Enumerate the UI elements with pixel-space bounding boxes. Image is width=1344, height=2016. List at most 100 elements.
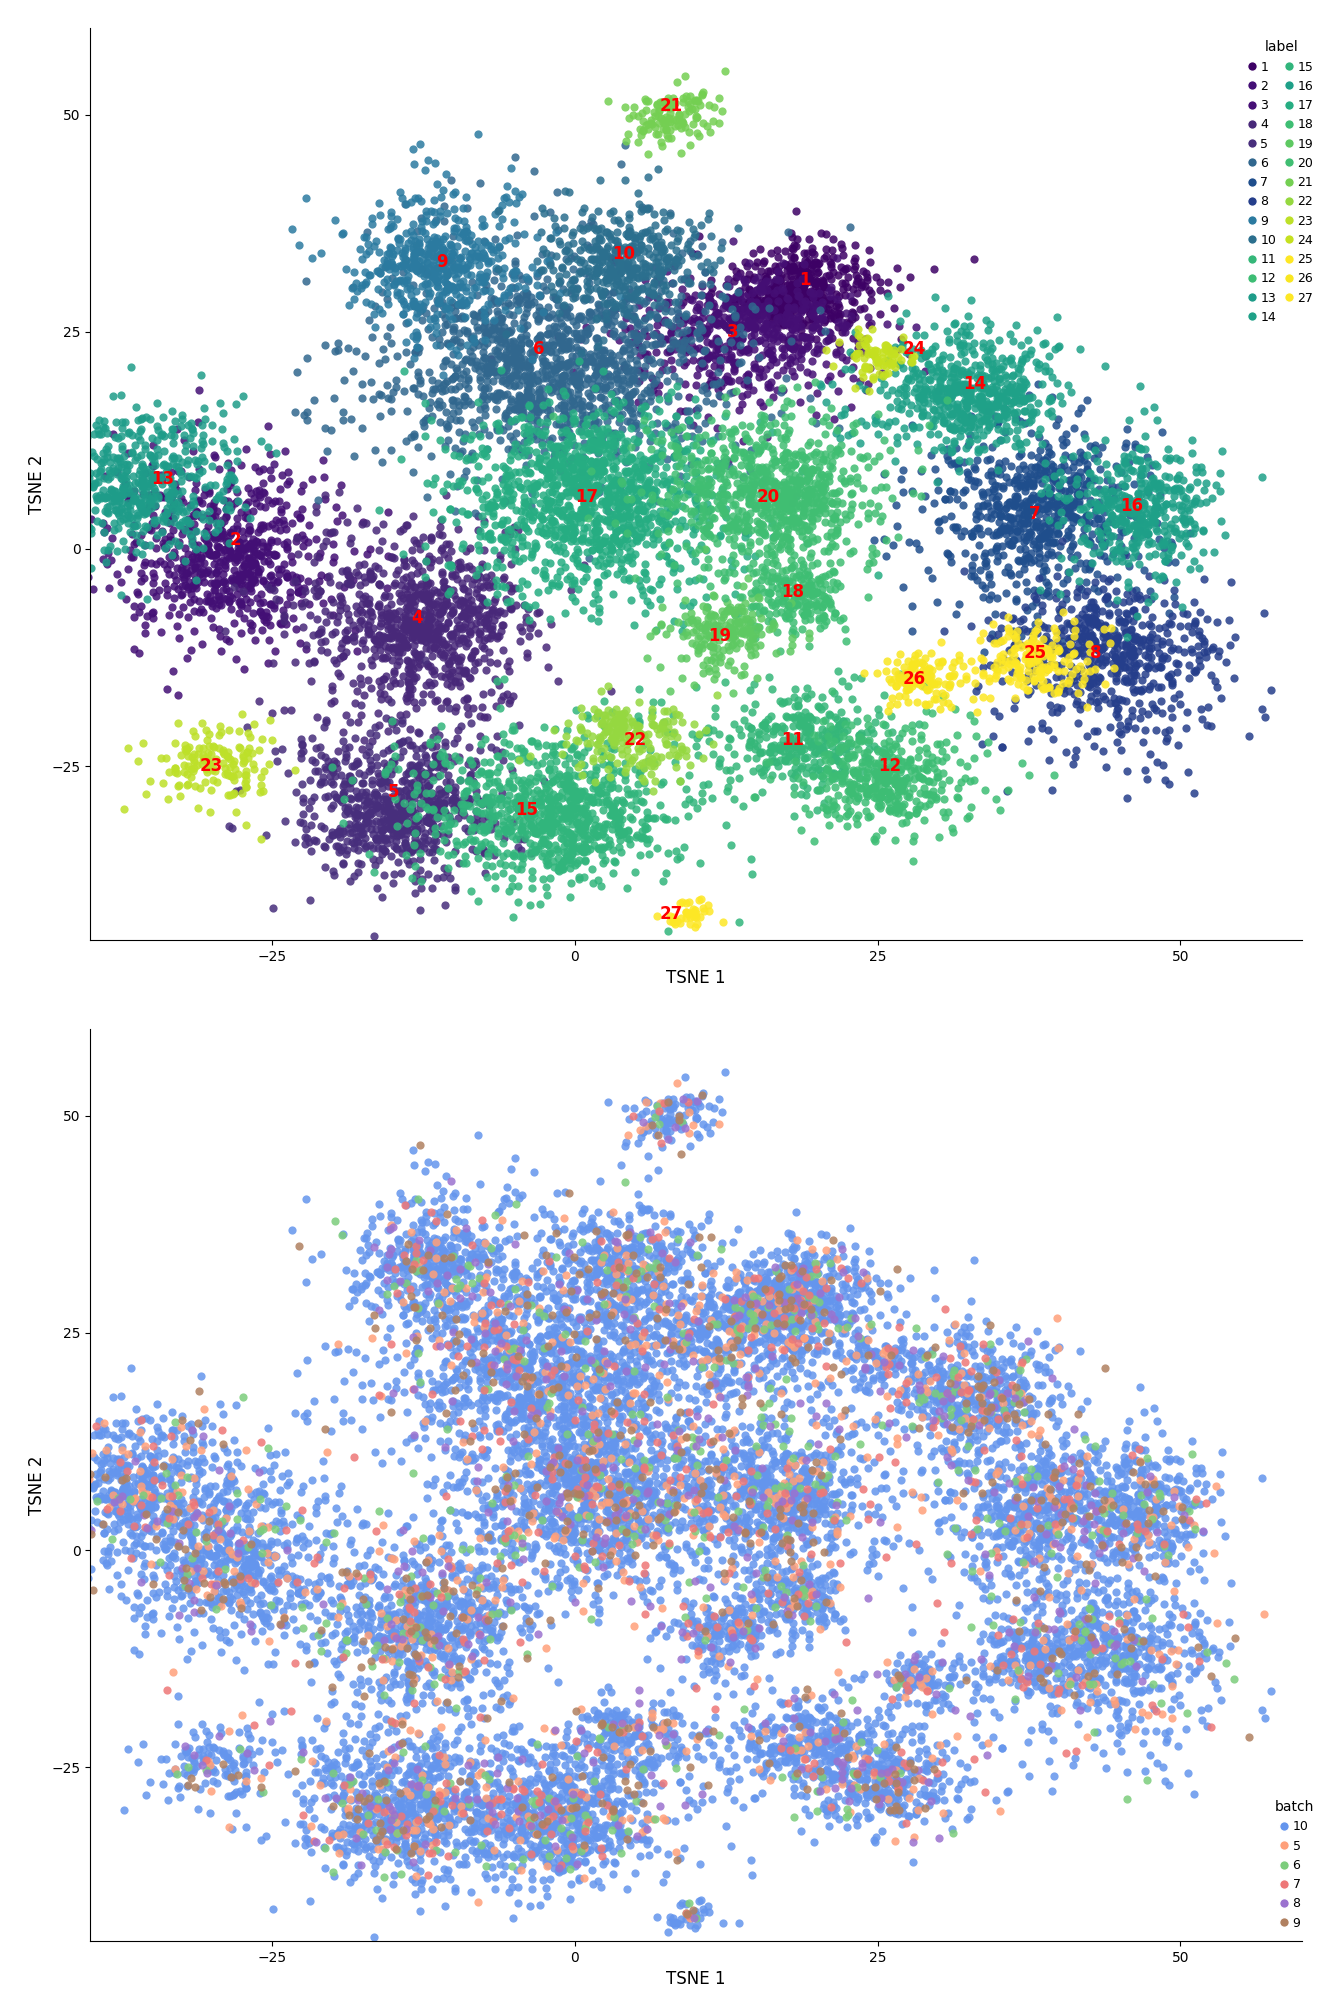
10 (765, 1518, 786, 1550)
Point (724, 429, 746, 462)
10 (778, 1587, 800, 1619)
Point (1113, 639, 1134, 671)
Point (911, 669, 933, 702)
Point (454, 381, 476, 413)
Point (741, 460, 762, 492)
10 (1128, 1687, 1149, 1720)
10 (708, 1304, 730, 1337)
10 (991, 1732, 1012, 1764)
Point (1078, 458, 1099, 490)
10 (602, 1423, 624, 1456)
Point (441, 655, 462, 687)
Point (771, 331, 793, 363)
10 (727, 1278, 749, 1310)
Point (942, 659, 964, 691)
10 (839, 1724, 860, 1756)
Point (696, 716, 718, 748)
Point (843, 272, 864, 304)
10 (785, 1482, 806, 1514)
10 (103, 1484, 125, 1516)
10 (508, 1349, 530, 1381)
10 (164, 1526, 185, 1558)
Point (536, 879, 558, 911)
Point (569, 833, 590, 865)
Point (327, 607, 348, 639)
5 (601, 1798, 622, 1831)
Point (551, 800, 573, 833)
Point (1111, 504, 1133, 536)
Point (431, 349, 453, 381)
Point (767, 284, 789, 317)
Point (261, 524, 282, 556)
6 (504, 1518, 526, 1550)
Point (595, 494, 617, 526)
10 (902, 1665, 923, 1697)
5 (374, 1643, 395, 1675)
10 (1034, 1460, 1055, 1492)
Point (515, 381, 536, 413)
10 (593, 1732, 614, 1764)
10 (739, 1554, 761, 1587)
Point (860, 742, 882, 774)
Point (946, 325, 968, 357)
10 (1133, 1673, 1154, 1706)
Point (605, 480, 626, 512)
Point (77, 560, 98, 593)
Point (855, 256, 876, 288)
10 (656, 1857, 677, 1889)
Point (153, 480, 175, 512)
9 (499, 1486, 520, 1518)
Point (781, 544, 802, 577)
10 (1129, 1627, 1150, 1659)
Point (793, 496, 814, 528)
10 (934, 1802, 956, 1835)
10 (1161, 1488, 1183, 1520)
Point (812, 266, 833, 298)
Point (480, 808, 501, 841)
5 (758, 1280, 780, 1312)
Point (585, 405, 606, 437)
Point (559, 407, 581, 439)
Point (1047, 510, 1068, 542)
10 (714, 1302, 735, 1335)
10 (914, 1780, 935, 1812)
Point (343, 282, 364, 314)
Point (415, 613, 437, 645)
Point (656, 292, 677, 325)
Point (218, 460, 239, 492)
Point (468, 558, 489, 591)
Point (1025, 599, 1047, 631)
Point (1130, 502, 1152, 534)
Point (758, 474, 780, 506)
7 (774, 1486, 796, 1518)
10 (352, 1589, 374, 1621)
Point (289, 806, 310, 839)
10 (444, 1794, 465, 1826)
Point (747, 260, 769, 292)
10 (821, 1722, 843, 1754)
Point (239, 607, 261, 639)
10 (950, 1369, 972, 1401)
Point (406, 641, 427, 673)
10 (487, 1385, 508, 1417)
10 (704, 1702, 726, 1734)
Point (1009, 437, 1031, 470)
10 (523, 1778, 544, 1810)
10 (888, 1724, 910, 1756)
Point (759, 339, 781, 371)
10 (86, 1506, 108, 1538)
Point (739, 470, 761, 502)
Point (997, 500, 1019, 532)
5 (122, 1486, 144, 1518)
10 (351, 1597, 372, 1629)
Point (360, 754, 382, 786)
10 (434, 1310, 456, 1343)
Point (409, 718, 430, 750)
Point (637, 113, 659, 145)
Point (702, 502, 723, 534)
Point (798, 621, 820, 653)
10 (700, 1429, 722, 1462)
Point (142, 446, 164, 478)
Point (999, 488, 1020, 520)
Point (751, 478, 773, 510)
